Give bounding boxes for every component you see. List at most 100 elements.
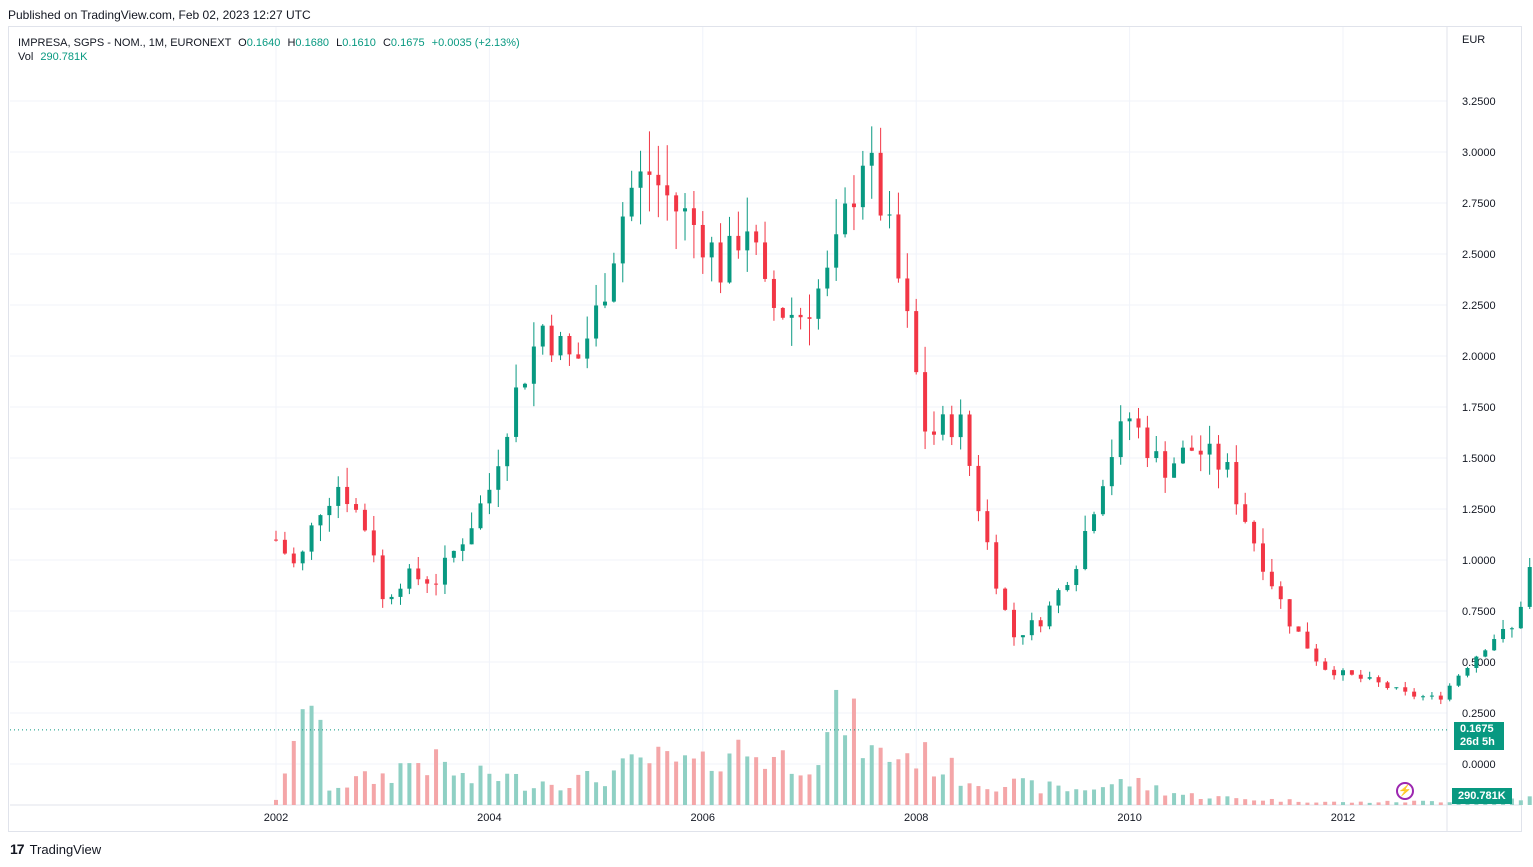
volume-bar: [282, 773, 287, 805]
candle-body: [1225, 462, 1230, 470]
volume-bar: [434, 749, 439, 805]
symbol-name[interactable]: IMPRESA, SGPS - NOM., 1M, EURONEXT: [18, 37, 232, 49]
volume-bar: [1421, 800, 1426, 805]
volume-bar: [1447, 802, 1452, 805]
volume-bar: [674, 761, 679, 805]
candle-body: [878, 152, 883, 216]
candle-body: [558, 335, 563, 356]
volume-bar: [976, 786, 981, 805]
candle-body: [451, 550, 456, 558]
candle-body: [496, 466, 501, 490]
candle-body: [931, 431, 936, 435]
candle-body: [611, 263, 616, 302]
x-tick-label: 2012: [1331, 812, 1355, 824]
candle-body: [1109, 457, 1114, 487]
candle-body: [727, 235, 732, 283]
candle-body: [1403, 687, 1408, 692]
volume-bar: [1349, 802, 1354, 805]
candle-body: [585, 338, 590, 359]
candle-body: [763, 242, 768, 279]
volume-bar: [620, 758, 625, 805]
candle-body: [460, 544, 465, 551]
volume-bar: [931, 776, 936, 805]
candle-body: [416, 568, 421, 580]
volume-bar: [531, 788, 536, 805]
volume-bar: [336, 787, 341, 805]
candle-body: [1216, 443, 1221, 470]
volume-bar: [1234, 798, 1239, 805]
candle-body: [602, 301, 607, 306]
volume-bar: [1225, 796, 1230, 805]
candle-body: [638, 171, 643, 188]
volume-bar: [878, 747, 883, 805]
candle-body: [1092, 514, 1097, 532]
last-price-value: 0.1675: [1460, 723, 1494, 735]
volume-bar: [1269, 798, 1274, 805]
candle-body: [1234, 462, 1239, 505]
candle-body: [656, 174, 661, 186]
candle-body: [1527, 567, 1532, 607]
volume-bar: [460, 773, 465, 805]
volume-bar: [540, 781, 545, 805]
candle-body: [1314, 648, 1319, 662]
low-value: 0.1610: [342, 37, 376, 49]
candle-body: [1252, 521, 1257, 544]
volume-bar: [1074, 789, 1079, 805]
volume-bar: [1385, 800, 1390, 805]
volume-bar: [1003, 786, 1008, 805]
volume-bar: [451, 775, 456, 805]
bar-countdown: 26d 5h: [1460, 736, 1495, 748]
volume-bar: [300, 709, 305, 805]
volume-bar: [914, 768, 919, 805]
candle-body: [354, 504, 359, 510]
candle-body: [576, 354, 581, 359]
volume-bar: [1163, 795, 1168, 805]
volume-bar: [656, 746, 661, 805]
candle-body: [345, 486, 350, 505]
footer: 17 TradingView: [10, 841, 101, 857]
candle-body: [336, 486, 341, 506]
chart-frame[interactable]: [8, 26, 1522, 832]
lightning-icon[interactable]: ⚡: [1396, 782, 1414, 800]
candle-body: [887, 214, 892, 216]
volume-bar: [1403, 802, 1408, 805]
currency-label[interactable]: EUR: [1462, 34, 1486, 46]
candle-body: [754, 231, 759, 243]
candle-body: [1029, 620, 1034, 636]
candle-body: [1305, 631, 1310, 649]
volume-bar: [469, 783, 474, 805]
candle-body: [1180, 447, 1185, 464]
candle-body: [674, 195, 679, 212]
candle-body: [700, 224, 705, 258]
x-tick-label: 2002: [264, 812, 288, 824]
candle-body: [478, 503, 483, 529]
y-tick-label: 2.0000: [1462, 351, 1496, 363]
volume-bar: [318, 719, 323, 805]
footer-brand[interactable]: TradingView: [29, 841, 102, 857]
volume-bar: [416, 763, 421, 805]
candle-body: [860, 165, 865, 208]
volume-bar: [1056, 785, 1061, 805]
volume-bar: [309, 705, 314, 805]
volume-bar: [567, 788, 572, 805]
candle-body: [1003, 588, 1008, 610]
candle-body: [1287, 599, 1292, 627]
candle-body: [807, 317, 812, 319]
candle-body: [1100, 486, 1105, 515]
volume-bar: [1341, 802, 1345, 805]
candle-body: [318, 515, 323, 526]
candle-body: [1154, 451, 1159, 459]
candle-body: [1163, 451, 1168, 478]
volume-bar: [905, 753, 910, 805]
volume-bar: [611, 770, 616, 805]
candle-body: [371, 530, 376, 556]
volume-bar: [1438, 802, 1443, 805]
volume-bar: [789, 773, 794, 805]
low-label: L: [336, 37, 343, 49]
volume-bar: [727, 753, 732, 805]
candle-body: [1412, 691, 1417, 697]
candle-body: [1296, 626, 1301, 632]
volume-bar: [958, 785, 963, 805]
candle-body: [1038, 620, 1043, 627]
